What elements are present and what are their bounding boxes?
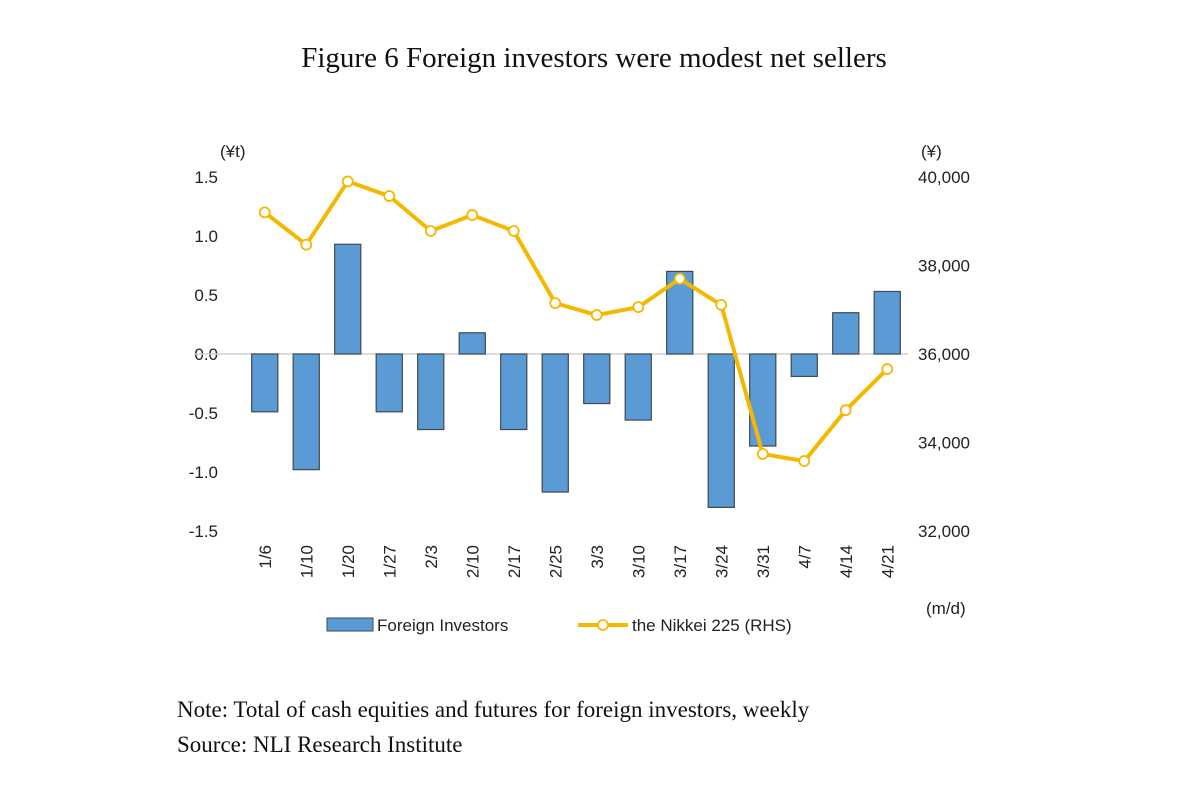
left-axis-unit: (¥t) — [220, 142, 246, 161]
right-axis-unit: (¥) — [921, 142, 942, 161]
x-axis-unit: (m/d) — [926, 599, 966, 618]
nikkei-point-3-31 — [756, 448, 769, 460]
right-tick-label: 40,000 — [918, 168, 970, 187]
x-tick-label: 3/17 — [671, 545, 690, 578]
legend-label-nikkei: the Nikkei 225 (RHS) — [632, 616, 792, 635]
bar-2-3 — [417, 353, 445, 431]
left-tick-label: 1.0 — [194, 227, 218, 246]
x-tick-label: 2/17 — [505, 545, 524, 578]
right-tick-label: 36,000 — [918, 345, 970, 364]
source-text: Source: NLI Research Institute — [177, 732, 463, 757]
nikkei-point-1-20 — [341, 175, 354, 188]
x-tick-label: 3/3 — [588, 545, 607, 569]
bar-1-20 — [334, 243, 362, 355]
nikkei-point-2-3 — [424, 225, 437, 237]
left-tick-label: -0.5 — [189, 404, 218, 423]
bar-1-27 — [375, 353, 403, 413]
legend-label-foreign-investors: Foreign Investors — [377, 616, 508, 635]
nikkei-point-2-10 — [466, 209, 479, 221]
note-text: Note: Total of cash equities and futures… — [177, 697, 810, 722]
x-tick-label: 1/10 — [297, 545, 316, 578]
right-tick-label: 34,000 — [918, 434, 970, 453]
left-tick-label: 0.5 — [194, 286, 218, 305]
x-tick-label: 3/10 — [629, 545, 648, 578]
nikkei-point-3-24 — [715, 298, 728, 311]
x-tick-label: 1/27 — [380, 545, 399, 578]
bar-3-31 — [749, 353, 777, 447]
bar-2-10 — [458, 332, 486, 355]
bar-2-25 — [541, 353, 569, 493]
chart-title: Figure 6 Foreign investors were modest n… — [301, 42, 887, 74]
x-tick-label: 1/6 — [256, 545, 275, 569]
nikkei-point-4-7 — [798, 455, 811, 467]
bar-3-10 — [624, 353, 652, 421]
left-tick-label: 1.5 — [194, 168, 218, 187]
right-tick-label: 32,000 — [918, 522, 970, 541]
bar-3-24 — [707, 353, 735, 508]
bar-4-14 — [832, 312, 860, 355]
bar-4-7 — [790, 353, 818, 378]
x-tick-label: 2/25 — [546, 545, 565, 578]
bar-1-10 — [292, 353, 320, 471]
nikkei-point-3-10 — [632, 301, 645, 313]
bar-4-21 — [873, 290, 901, 355]
bar-1-6 — [251, 353, 279, 413]
nikkei-point-2-25 — [549, 297, 562, 310]
nikkei-point-2-17 — [507, 225, 520, 237]
x-tick-label: 3/31 — [754, 545, 773, 578]
x-tick-label: 4/7 — [795, 545, 814, 569]
right-tick-label: 38,000 — [918, 257, 970, 276]
nikkei-line — [263, 179, 889, 464]
nikkei-point-4-21 — [881, 363, 894, 375]
legend-bar-swatch — [326, 617, 374, 632]
nikkei-point-3-3 — [590, 309, 603, 321]
bar-2-17 — [500, 353, 528, 431]
x-tick-label: 2/3 — [422, 545, 441, 569]
left-tick-label: -1.0 — [189, 463, 218, 482]
left-tick-label: -1.5 — [189, 522, 218, 541]
nikkei-point-4-14 — [839, 404, 852, 417]
nikkei-point-1-6 — [258, 206, 271, 219]
x-tick-label: 1/20 — [339, 545, 358, 578]
x-tick-label: 4/21 — [878, 545, 897, 578]
bar-3-3 — [583, 353, 611, 405]
x-tick-label: 3/24 — [712, 545, 731, 578]
x-tick-label: 2/10 — [463, 545, 482, 578]
nikkei-point-3-17 — [673, 272, 686, 285]
nikkei-point-1-27 — [383, 190, 396, 202]
x-tick-label: 4/14 — [837, 545, 856, 578]
legend-line-marker — [597, 619, 609, 631]
nikkei-point-1-10 — [300, 238, 313, 251]
